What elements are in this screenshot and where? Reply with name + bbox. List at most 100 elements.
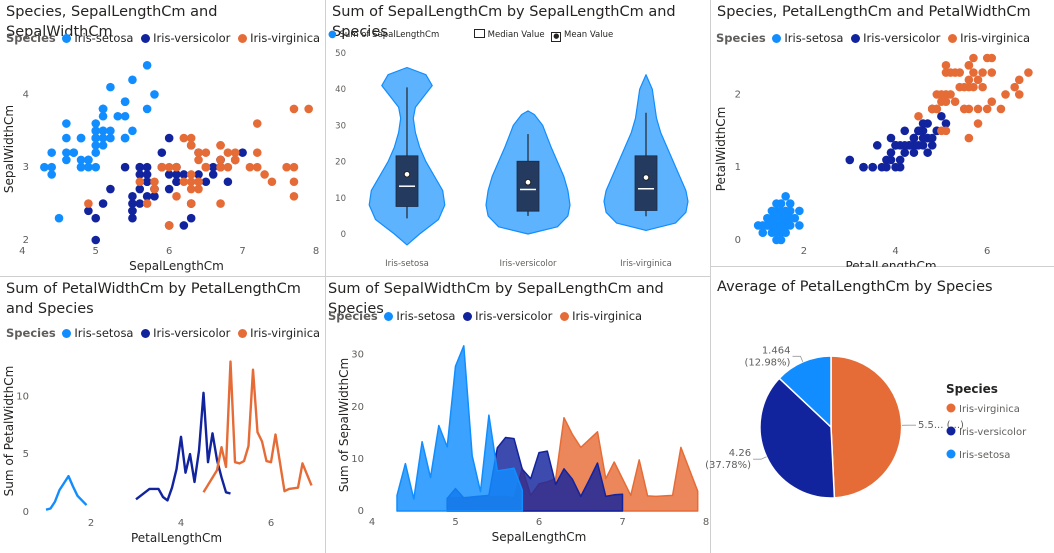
scatter-point [194,148,203,157]
panel-sepal-area[interactable]: Sum of SepalWidthCm by SepalLengthCm and… [326,277,710,553]
panel-petal-scatter[interactable]: Species, PetalLengthCm and PetalWidthCm … [711,0,1054,273]
legend-item-versicolor[interactable]: Iris-versicolor [851,31,940,45]
series-area [396,345,524,512]
violin-chart[interactable]: 0 10 20 30 40 50 Iris-setosa Iris-versicolor Iri… [326,0,710,276]
scatter-point [164,170,174,179]
panel-sepal-scatter[interactable]: Species, SepalLengthCm and SepalWidthCm … [0,0,325,276]
legend-item-versicolor[interactable]: Iris-versicolor [141,326,230,340]
legend-item-virginica[interactable]: Iris-virginica [238,31,320,45]
scatter-point [128,192,137,201]
scatter-point [955,68,965,77]
panel-petal-line[interactable]: Sum of PetalWidthCm by PetalLengthCm and… [0,277,325,553]
scatter-point [62,155,71,165]
scatter-point [900,141,910,150]
scatter-point [872,141,882,150]
scatter-point [946,68,955,77]
scatter-point [91,235,101,245]
scatter-point [785,221,795,230]
scatter-point [135,162,145,172]
data-label-percent: (12.98%) [745,357,791,368]
legend-label: Sum of SepalLengthCm [339,30,440,40]
panel-pie[interactable]: Average of PetalLengthCm by Species 5.5.… [705,267,1054,553]
scatter-point [289,162,299,172]
legend-item-setosa[interactable]: Iris-setosa [62,326,133,340]
y-tick-label: 30 [335,121,346,131]
scatter-point [932,90,942,99]
scatter-point [98,126,108,136]
scatter-point [223,162,233,172]
y-tick-label: 10 [16,391,29,402]
legend-item-virginica[interactable]: Iris-virginica [948,31,1030,45]
legend-dot [946,449,956,459]
scatter-point [128,199,137,208]
scatter-point [304,104,313,114]
scatter-point [142,170,152,179]
x-tick-label: 2 [801,246,807,257]
scatter-point [886,133,896,143]
scatter-point [142,104,152,114]
scatter-point [973,104,983,114]
scatter-point [106,82,115,92]
divider-h-right [711,266,1054,267]
scatter-point [128,75,137,85]
x-tick-label: 5 [93,246,99,257]
pie-chart[interactable]: 5.5... (...) 4.26(37.78%) 1.464(12.98%) Spe… [705,267,1054,553]
legend-dot-versicolor [141,329,151,338]
scatter-chart-sepal[interactable]: 4 5 6 7 8 2 3 4 SepalLengthCm SepalWidthCm [0,0,325,276]
legend-item-virginica[interactable]: Iris-virginica [238,326,320,340]
scatter-point [216,162,225,172]
scatter-point [150,177,159,187]
mean-marker [524,178,532,186]
scatter-point [978,68,987,77]
legend-item-virginica[interactable]: Iris-virginica [560,309,642,323]
scatter-point [969,68,978,77]
area-chart-sepal[interactable]: 4 5 6 7 8 0 10 20 30 SepalLengthCm Sum of SepalWid… [326,277,710,553]
line-chart-petal[interactable]: 2 4 6 0 5 10 PetalLengthCm Sum of PetalWidthCm [0,277,325,553]
scatter-point [289,104,299,114]
chart-title: Average of PetalLengthCm by Species [717,279,993,295]
legend-dot-setosa [384,312,394,321]
scatter-point [790,213,800,223]
legend-item-mean[interactable]: ● Mean Value [551,30,613,42]
scatter-point [868,162,877,172]
scatter-point [128,213,137,223]
legend-item-setosa[interactable]: Iris-setosa [62,31,133,45]
legend-item-setosa[interactable]: Iris-setosa [384,309,455,323]
legend-item-versicolor[interactable]: Iris-versicolor [463,309,552,323]
pie-slice [778,355,832,429]
scatter-point [1001,90,1010,99]
legend-item-sum[interactable]: ● Sum of SepalLengthCm [328,29,440,40]
legend-item-median[interactable]: Median Value [473,29,545,40]
scatter-point [186,141,196,150]
scatter-point [918,133,928,143]
scatter-point [973,75,983,85]
legend-label: Iris-setosa [74,326,134,340]
scatter-point [758,228,768,238]
y-tick-label: 0 [358,506,364,517]
legend-item-versicolor[interactable]: Iris-versicolor [141,31,230,45]
scatter-point [1010,82,1019,92]
scatter-point [194,177,203,187]
scatter-point [795,206,804,216]
panel-violin[interactable]: Sum of SepalLengthCm by SepalLengthCm an… [326,0,710,276]
legend-item-setosa[interactable]: Iris-setosa [772,31,843,45]
scatter-point [106,126,115,136]
scatter-point [172,177,181,187]
pie-slice [759,377,836,499]
scatter-point [40,162,49,172]
legend-dot [946,426,956,436]
legend-label: Iris-virginica [250,31,321,45]
scatter-point [91,126,101,136]
box-iqr [395,155,419,207]
scatter-point [113,111,123,121]
scatter-point [964,60,974,70]
chart-title: Species, PetalLengthCm and PetalWidthCm [717,4,1031,20]
scatter-point [172,192,181,201]
scatter-point [978,82,987,92]
legend-label: Iris-virginica [959,404,1020,415]
scatter-point [882,162,891,172]
scatter-point [106,184,115,194]
scatter-point [142,192,152,201]
scatter-point [186,199,196,208]
